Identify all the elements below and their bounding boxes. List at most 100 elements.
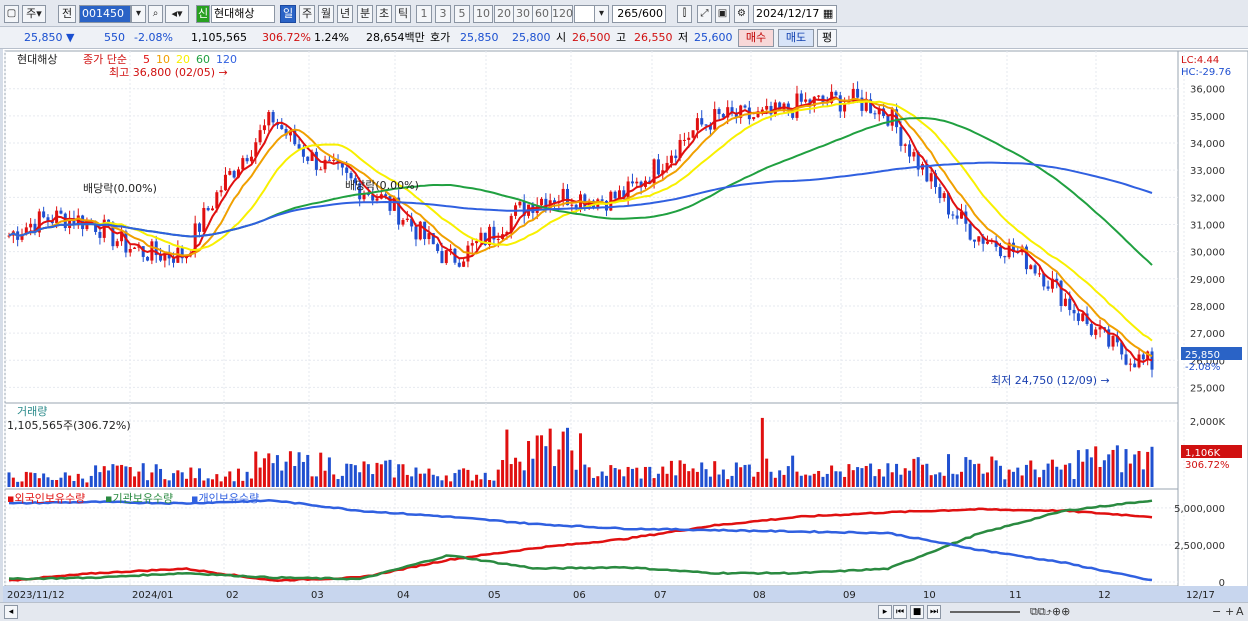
volume-bar bbox=[414, 467, 418, 487]
candle-body bbox=[908, 144, 912, 157]
volume-bar bbox=[397, 464, 401, 487]
save-icon[interactable]: ▣ bbox=[715, 5, 730, 23]
volume-bar bbox=[778, 470, 782, 487]
candle-body bbox=[765, 105, 769, 110]
interval-1[interactable]: 1 bbox=[416, 5, 432, 23]
volume-value: 1,105,565 bbox=[191, 31, 247, 44]
dividend-label: 배당락(0.00%) bbox=[83, 182, 157, 195]
font-size-icon[interactable]: A bbox=[1236, 605, 1244, 618]
min-price-label: 최저 24,750 (12/09) → bbox=[991, 374, 1110, 387]
buy-button[interactable]: 매수 bbox=[738, 29, 774, 47]
candle-body bbox=[540, 198, 544, 206]
interval-20[interactable]: 20 bbox=[494, 5, 514, 23]
zoom-icons[interactable]: ⧉⧉⤴⊕⊕ bbox=[1030, 605, 1071, 618]
volume-bar bbox=[133, 476, 137, 487]
price-chart[interactable]: 36,000 35,000 34,000 33,000 32,000 31,000 30,0… bbox=[3, 49, 1248, 602]
volume-bar bbox=[639, 478, 643, 487]
count-field[interactable]: 265/600 bbox=[612, 5, 666, 23]
candle-body bbox=[1081, 313, 1085, 321]
stop-icon[interactable]: ■ bbox=[910, 605, 924, 619]
candle-body bbox=[172, 258, 176, 263]
volume-bar bbox=[185, 478, 189, 487]
period-tick[interactable]: 틱 bbox=[395, 5, 411, 23]
interval-60[interactable]: 60 bbox=[532, 5, 552, 23]
candle-body bbox=[566, 188, 570, 206]
rewind-icon[interactable]: ⏮ bbox=[893, 605, 907, 619]
volume-bar bbox=[42, 473, 46, 487]
interval-3[interactable]: 3 bbox=[435, 5, 451, 23]
volume-bar bbox=[267, 453, 271, 487]
volume-bar bbox=[1137, 450, 1141, 487]
volume-bar bbox=[1024, 464, 1028, 487]
scroll-right-icon[interactable]: ▸ bbox=[878, 605, 892, 619]
sell-button[interactable]: 매도 bbox=[778, 29, 814, 47]
zoom-out-icon[interactable]: − bbox=[1212, 605, 1222, 618]
eval-button[interactable]: 평 bbox=[817, 29, 837, 47]
calendar-icon[interactable]: ▦ bbox=[822, 7, 834, 20]
drawing-icon[interactable]: ⤢ bbox=[697, 5, 712, 23]
candle-body bbox=[622, 190, 626, 199]
date-value: 2024/12/17 bbox=[756, 7, 820, 20]
candle-body bbox=[873, 113, 877, 115]
candle-body bbox=[851, 88, 855, 102]
y-tick-label: 31,000 bbox=[1190, 220, 1225, 231]
gear-icon[interactable]: ⚙ bbox=[734, 5, 749, 23]
stock-name-field[interactable]: 현대해상 bbox=[211, 5, 275, 23]
period-minute[interactable]: 분 bbox=[357, 5, 373, 23]
period-year[interactable]: 년 bbox=[337, 5, 353, 23]
open-label: 시 bbox=[556, 31, 567, 44]
y-tick-label: 35,000 bbox=[1190, 112, 1225, 123]
volume-bar bbox=[332, 474, 336, 487]
candle-body bbox=[414, 226, 418, 240]
candle-body bbox=[146, 256, 150, 261]
zoom-slider[interactable] bbox=[950, 611, 1020, 613]
ma-legend-5: 5 bbox=[143, 53, 150, 66]
volume-bar bbox=[804, 474, 808, 487]
volume-bar bbox=[1011, 471, 1015, 487]
ma-line-10 bbox=[8, 97, 1153, 358]
period-day[interactable]: 일 bbox=[280, 5, 296, 23]
volume-bar bbox=[288, 451, 292, 487]
candle-body bbox=[695, 118, 699, 131]
period-week[interactable]: 주 bbox=[299, 5, 315, 23]
volume-bar bbox=[55, 480, 59, 487]
candle-body bbox=[120, 231, 124, 242]
candle-icon[interactable]: ⫿ bbox=[677, 5, 692, 23]
volume-bar bbox=[1033, 469, 1037, 487]
date-field[interactable]: 2024/12/17 ▦ bbox=[753, 5, 837, 23]
period-second[interactable]: 초 bbox=[376, 5, 392, 23]
candle-body bbox=[652, 159, 656, 184]
period-month[interactable]: 월 bbox=[318, 5, 334, 23]
interval-5[interactable]: 5 bbox=[454, 5, 470, 23]
volume-bar bbox=[812, 473, 816, 487]
stock-code-input[interactable]: 001450 bbox=[79, 5, 131, 23]
interval-120[interactable]: 120 bbox=[551, 5, 573, 23]
prev-button[interactable]: 전 bbox=[58, 5, 76, 23]
candle-body bbox=[613, 191, 617, 199]
scroll-left-icon[interactable]: ◂ bbox=[4, 605, 18, 619]
y-tick-label: 25,000 bbox=[1190, 383, 1225, 394]
volume-bar bbox=[1089, 457, 1093, 487]
chart-type-icon[interactable]: ▢ bbox=[4, 5, 19, 23]
volume-bar bbox=[821, 476, 825, 487]
zoom-in-icon[interactable]: + bbox=[1225, 605, 1235, 618]
candle-body bbox=[444, 250, 448, 264]
forward-icon[interactable]: ⏭ bbox=[927, 605, 941, 619]
candle-body bbox=[353, 178, 357, 184]
volume-bar bbox=[925, 463, 929, 487]
interval-10[interactable]: 10 bbox=[473, 5, 493, 23]
search-icon[interactable]: ⌕ bbox=[148, 5, 163, 23]
code-dropdown-icon[interactable]: ▾ bbox=[131, 5, 146, 23]
interval-dropdown-icon[interactable]: ▾ bbox=[594, 5, 609, 23]
volume-bar bbox=[128, 467, 132, 487]
volume-cur-text: 1,106K bbox=[1185, 448, 1221, 459]
interval-30[interactable]: 30 bbox=[513, 5, 533, 23]
volume-ratio: 306.72% bbox=[262, 31, 311, 44]
volume-bar bbox=[11, 477, 15, 487]
candle-body bbox=[700, 118, 704, 125]
volume-bar bbox=[1133, 454, 1137, 487]
market-select[interactable]: 주▾ bbox=[22, 5, 46, 23]
sound-icon[interactable]: ◂▾ bbox=[165, 5, 189, 23]
volume-bar bbox=[786, 466, 790, 487]
volume-bar bbox=[838, 471, 842, 487]
